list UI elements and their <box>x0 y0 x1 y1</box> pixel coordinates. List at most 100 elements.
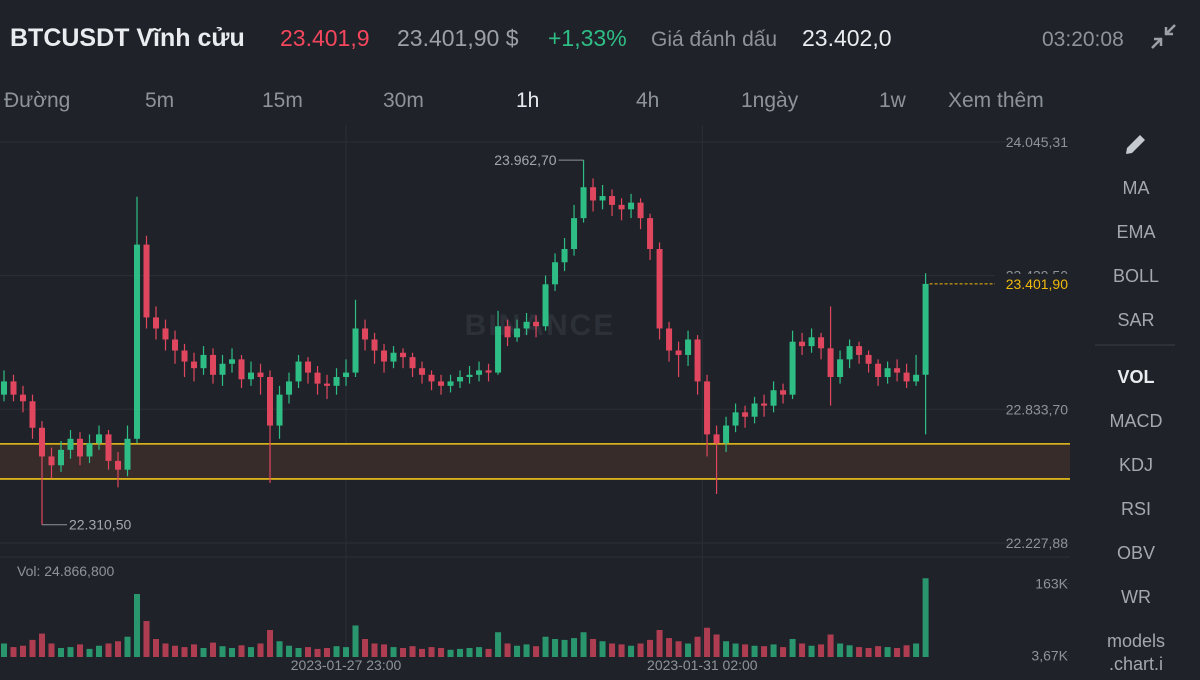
timeframe[interactable]: 1h <box>516 89 539 112</box>
indicator[interactable]: RSI <box>1121 499 1151 519</box>
volume-bar <box>789 639 796 657</box>
volume-bar <box>485 648 492 657</box>
volume-bar <box>362 639 369 657</box>
candle-body <box>124 438 131 470</box>
candle-body <box>86 443 93 457</box>
indicator[interactable]: WR <box>1121 587 1151 607</box>
volume-bar <box>476 647 483 657</box>
volume-bar <box>571 638 578 657</box>
candle-body <box>457 377 464 382</box>
candle-body <box>305 361 312 373</box>
candle-body <box>419 368 426 375</box>
volume-bar <box>713 634 720 657</box>
candle-body <box>314 372 321 384</box>
indicator[interactable]: OBV <box>1117 543 1155 563</box>
candle-body <box>343 372 350 378</box>
candle-body <box>248 372 255 380</box>
candle-body <box>732 412 739 426</box>
timeframe[interactable]: Đường <box>4 89 70 112</box>
candle-body <box>514 328 521 338</box>
candle-body <box>523 321 530 329</box>
volume-bar <box>770 644 777 657</box>
candle-body <box>96 434 103 444</box>
icon-part <box>1151 37 1163 49</box>
indicator[interactable]: SAR <box>1117 310 1154 330</box>
volume-bar <box>656 630 663 657</box>
volume-bar <box>903 645 910 657</box>
indicator[interactable]: MA <box>1123 178 1150 198</box>
volume-bar <box>761 646 768 657</box>
candle-body <box>704 381 711 435</box>
candle-body <box>333 377 340 386</box>
candle-body <box>267 377 274 426</box>
candle-body <box>742 412 749 417</box>
symbol[interactable]: BTCUSDT Vĩnh cửu <box>10 24 245 52</box>
candle-body <box>238 359 245 380</box>
candle-body <box>447 381 454 386</box>
volume-bar <box>419 648 426 657</box>
timeframe[interactable]: 15m <box>262 89 303 112</box>
volume-bar <box>238 645 245 657</box>
volume-bar <box>153 639 160 657</box>
volume-bar <box>219 646 226 657</box>
indicator[interactable]: EMA <box>1116 222 1155 242</box>
indicator[interactable]: KDJ <box>1119 455 1153 475</box>
mark-price: 23.402,0 <box>802 25 892 51</box>
candle-body <box>675 350 682 355</box>
timeframe[interactable]: Xem thêm <box>948 89 1044 112</box>
timeframe[interactable]: 30m <box>383 89 424 112</box>
volume-bar <box>799 643 806 657</box>
volume-bar <box>48 643 55 657</box>
timeframe[interactable]: 1ngày <box>741 89 799 112</box>
change: +1,33% <box>548 25 627 51</box>
draw-tool-icon[interactable] <box>1124 135 1145 154</box>
indicator[interactable]: BOLL <box>1113 266 1159 286</box>
collapse-icon[interactable] <box>1151 24 1176 49</box>
volume-bar <box>694 636 701 657</box>
volume-bar <box>618 644 625 657</box>
y-tick-label: 24.045,31 <box>1006 134 1068 150</box>
indicator[interactable]: MACD <box>1110 411 1163 431</box>
candle-body <box>780 390 787 395</box>
candle-body <box>856 346 863 355</box>
timeframe[interactable]: 5m <box>145 89 174 112</box>
indicator[interactable]: VOL <box>1117 367 1154 387</box>
candle-body <box>542 284 549 327</box>
volume-label: Vol: 24.866,800 <box>17 563 115 579</box>
candle-body <box>57 449 64 466</box>
candle-body <box>143 244 150 318</box>
candle-body <box>105 434 112 461</box>
volume-bar <box>704 627 711 657</box>
candle-body <box>257 372 264 378</box>
volume-bar <box>780 647 787 657</box>
candle-body <box>789 341 796 395</box>
indicator[interactable]: models .chart.i <box>1107 631 1165 674</box>
volume-bar <box>922 578 929 657</box>
candle-body <box>751 403 758 417</box>
candle-body <box>153 317 160 329</box>
max-label: 23.962,70 <box>494 152 556 168</box>
candle-body <box>903 372 910 382</box>
volume-bar <box>561 639 568 657</box>
volume-bar <box>276 641 283 657</box>
volume-bar <box>894 648 901 657</box>
volume-bar <box>333 646 340 657</box>
volume-tick-label: 3,67K <box>1031 647 1068 663</box>
volume-bar <box>523 644 530 657</box>
candle-body <box>381 350 388 362</box>
candle-body <box>409 357 416 369</box>
watermark: BINANCE <box>465 309 616 342</box>
timeframe[interactable]: 4h <box>636 89 659 112</box>
volume-bar <box>115 641 122 657</box>
candle-body <box>875 363 882 378</box>
timeframe[interactable]: 1w <box>879 89 907 112</box>
volume-bar <box>134 594 141 657</box>
candle-body <box>390 352 397 362</box>
candle-body <box>438 381 445 386</box>
volume-bar <box>875 646 882 657</box>
candle-body <box>485 370 492 373</box>
candle-body <box>770 390 777 406</box>
candle-body <box>200 354 207 369</box>
volume-bar <box>295 648 302 657</box>
